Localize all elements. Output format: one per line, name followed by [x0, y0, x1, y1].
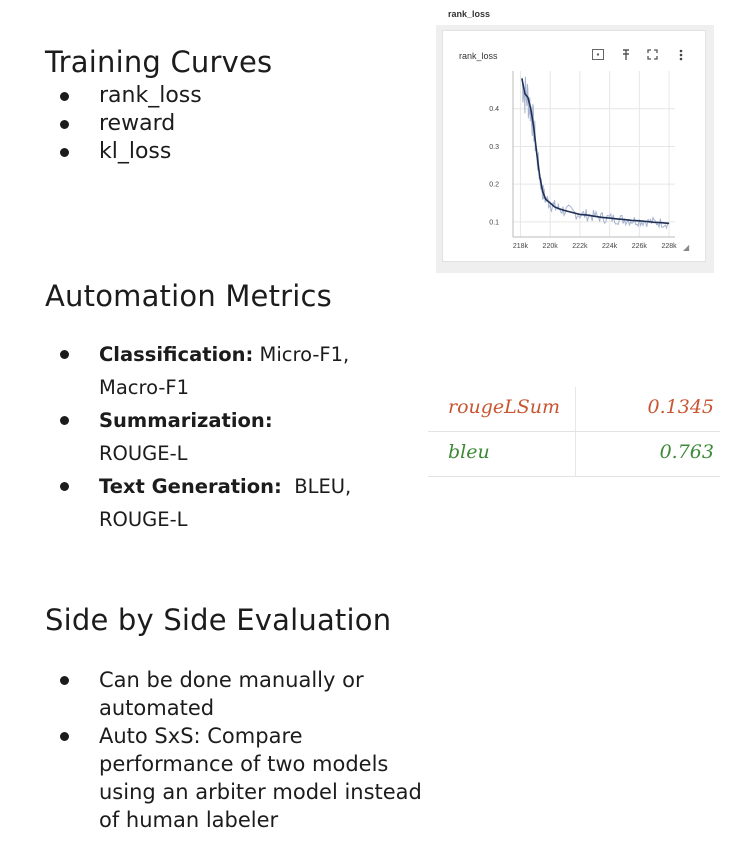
y-tick-label: 0.1	[489, 219, 499, 226]
automation-metrics-list: Classification: Micro-F1, Macro-F1 Summa…	[45, 338, 351, 536]
x-tick-label: 228k	[661, 243, 677, 250]
metric-names-continued: Macro-F1	[99, 376, 190, 399]
automation-metrics-title: Automation Metrics	[45, 279, 332, 313]
list-item: Classification: Micro-F1, Macro-F1	[45, 338, 351, 404]
metric-name: rougeLSum	[448, 396, 561, 418]
fit-domain-icon[interactable]	[592, 49, 604, 63]
list-line: of human labeler	[99, 808, 279, 832]
list-item: Can be done manually or automated	[45, 666, 422, 722]
x-tick-label: 226k	[632, 243, 648, 250]
metric-category-label: Summarization:	[99, 409, 273, 432]
raw-series-line	[521, 76, 669, 230]
metric-names: Micro-F1,	[253, 343, 350, 366]
smoothed-series-line	[521, 78, 670, 225]
list-line: performance of two models	[99, 752, 389, 776]
training-curves-list: rank_loss reward kl_loss	[45, 82, 202, 166]
list-line: automated	[99, 696, 215, 720]
y-tick-label: 0.2	[489, 182, 499, 189]
list-item: kl_loss	[45, 138, 202, 166]
list-item: rank_loss	[45, 82, 202, 110]
list-line: using an arbiter model instead	[99, 780, 422, 804]
more-vert-icon[interactable]	[679, 49, 683, 64]
metric-name: bleu	[448, 441, 490, 463]
resize-handle-icon[interactable]: ◢	[683, 243, 690, 252]
table-row: rougeLSum 0.1345	[428, 387, 720, 432]
side-by-side-title: Side by Side Evaluation	[45, 603, 392, 637]
chart-panel: rank_loss 218k 220k 222k 224k 226k 228k 0.1 0.2…	[436, 25, 714, 273]
fullscreen-icon[interactable]	[647, 49, 658, 63]
metric-names-continued: ROUGE-L	[99, 442, 188, 465]
metric-category-label: Text Generation:	[99, 475, 282, 498]
list-item: reward	[45, 110, 202, 138]
chart-caption: rank_loss	[448, 9, 491, 19]
metric-names: BLEU,	[281, 475, 352, 498]
x-tick-label: 218k	[513, 243, 529, 250]
metrics-table: rougeLSum 0.1345 bleu 0.763	[428, 387, 720, 477]
x-tick-label: 222k	[572, 243, 588, 250]
y-tick-label: 0.4	[489, 106, 499, 113]
x-tick-label: 220k	[543, 243, 559, 250]
metric-category-label: Classification:	[99, 343, 254, 366]
chart-card: rank_loss 218k 220k 222k 224k 226k 228k 0.1 0.2…	[442, 30, 706, 262]
training-curves-title: Training Curves	[45, 45, 273, 79]
list-item: Auto SxS: Compare performance of two mod…	[45, 722, 422, 834]
pin-icon[interactable]	[621, 49, 631, 64]
table-divider	[575, 387, 576, 477]
chart-title: rank_loss	[459, 51, 498, 61]
metric-value: 0.1345	[647, 396, 714, 418]
x-tick-label: 224k	[602, 243, 618, 250]
y-tick-label: 0.3	[489, 144, 499, 151]
metric-value: 0.763	[659, 441, 714, 463]
list-line: Auto SxS: Compare	[99, 724, 303, 748]
list-item: Summarization: ROUGE-L	[45, 404, 351, 470]
list-line: Can be done manually or	[99, 668, 364, 692]
side-by-side-list: Can be done manually or automated Auto S…	[45, 666, 422, 834]
table-row: bleu 0.763	[428, 432, 720, 477]
metric-names-continued: ROUGE-L	[99, 508, 188, 531]
rank-loss-chart: 218k 220k 222k 224k 226k 228k 0.1 0.2 0.3 0.4	[489, 71, 677, 250]
list-item: Text Generation: BLEU, ROUGE-L	[45, 470, 351, 536]
